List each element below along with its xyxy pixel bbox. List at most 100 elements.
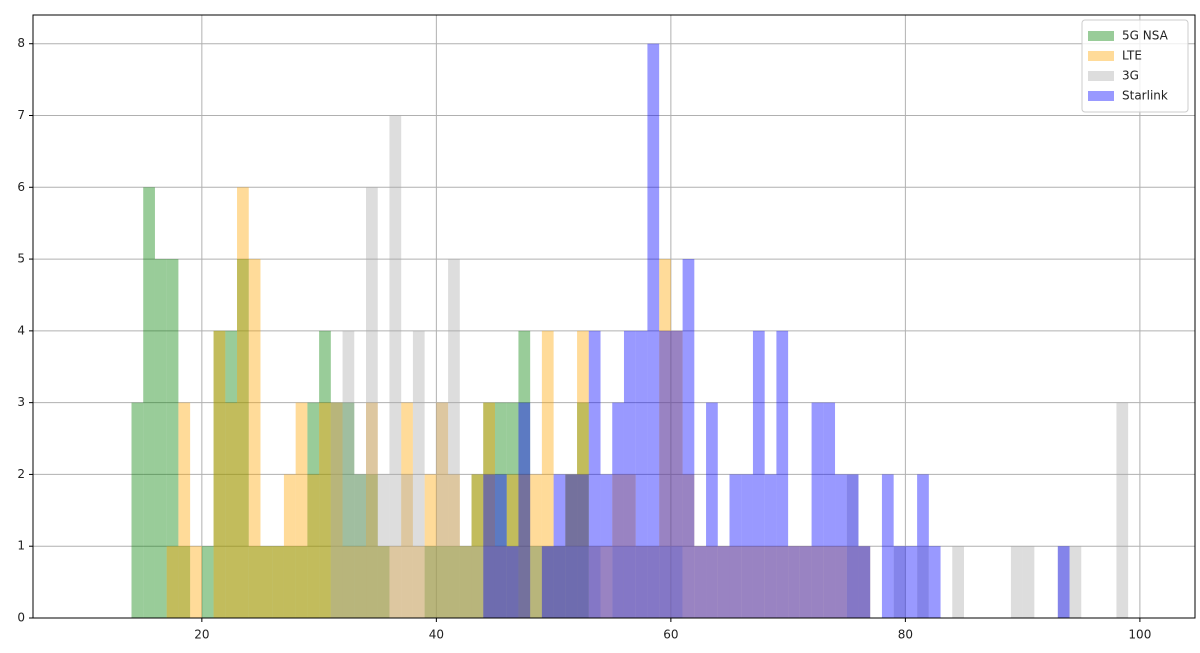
bar <box>471 546 484 618</box>
bar <box>553 474 566 618</box>
bar <box>166 546 179 618</box>
bar <box>448 259 460 618</box>
bar <box>307 474 320 618</box>
bar <box>401 402 413 618</box>
bar <box>436 402 449 618</box>
bar <box>342 330 355 618</box>
bar <box>506 546 519 618</box>
bar <box>553 546 566 618</box>
bar <box>670 330 683 618</box>
y-tick-label: 4 <box>17 323 25 337</box>
bar <box>295 402 308 618</box>
bar <box>518 474 531 618</box>
bar <box>483 402 495 618</box>
bar <box>741 474 753 618</box>
bar <box>893 546 906 618</box>
bar <box>377 546 390 618</box>
bar <box>272 546 284 618</box>
bar <box>928 546 941 618</box>
y-tick-label: 6 <box>17 180 25 194</box>
bar <box>694 546 707 618</box>
bar <box>917 474 929 618</box>
bar <box>319 330 331 618</box>
bar <box>283 546 296 618</box>
bar <box>530 546 542 618</box>
bar <box>213 330 226 618</box>
legend-label: 5G NSA <box>1122 29 1169 43</box>
bar <box>459 546 472 618</box>
bar <box>905 546 918 618</box>
bar <box>659 330 671 618</box>
bar <box>342 402 355 618</box>
legend-swatch <box>1088 91 1114 101</box>
bar <box>659 259 671 618</box>
bar <box>354 474 367 618</box>
bar <box>366 187 378 619</box>
bar <box>811 546 824 618</box>
bar <box>307 402 320 618</box>
bar <box>213 330 226 618</box>
legend-swatch <box>1088 31 1114 41</box>
bar <box>143 187 155 619</box>
bar <box>190 546 202 618</box>
bar <box>623 330 636 618</box>
legend: 5G NSA LTE 3G Starlink <box>1081 19 1189 113</box>
bar <box>1022 546 1035 618</box>
bar <box>694 546 707 618</box>
y-tick-label: 5 <box>17 252 25 266</box>
bar <box>647 546 660 618</box>
bar <box>131 402 144 618</box>
bar <box>647 546 660 618</box>
bar <box>319 402 331 618</box>
bar <box>835 474 847 618</box>
bar <box>764 546 777 618</box>
legend-swatch <box>1088 51 1114 61</box>
bar <box>1057 546 1070 618</box>
bar <box>283 474 296 618</box>
bar <box>752 330 765 618</box>
bar <box>799 546 812 618</box>
bar <box>1057 546 1070 618</box>
bar <box>635 546 648 618</box>
bar <box>459 546 472 618</box>
bar <box>553 546 566 618</box>
bar <box>565 474 578 618</box>
bar <box>1069 546 1082 618</box>
bar <box>436 402 449 618</box>
bar <box>494 546 507 618</box>
bar <box>553 546 566 618</box>
bar <box>788 546 800 618</box>
legend-label: LTE <box>1122 49 1142 63</box>
bar <box>612 402 624 618</box>
bar <box>494 474 507 618</box>
bar <box>448 474 460 618</box>
bar <box>366 474 378 618</box>
bar <box>659 546 671 618</box>
bar <box>412 330 425 618</box>
bar <box>764 474 777 618</box>
bar <box>799 546 812 618</box>
bar <box>389 115 402 618</box>
bar <box>248 259 261 618</box>
bar <box>471 474 484 618</box>
bar <box>260 546 273 618</box>
bar <box>846 474 859 618</box>
bar <box>225 402 238 618</box>
bar <box>530 546 542 618</box>
bar <box>776 546 789 618</box>
bar <box>541 330 554 618</box>
bar <box>717 546 730 618</box>
bar <box>178 402 191 618</box>
bar <box>530 474 542 618</box>
bar <box>401 474 413 618</box>
bar <box>717 546 730 618</box>
bar <box>788 546 800 618</box>
bar <box>682 259 695 618</box>
bar <box>752 546 765 618</box>
plot-frame <box>32 14 1196 619</box>
bar <box>424 546 437 618</box>
y-tick-label: 7 <box>17 108 25 122</box>
bar <box>342 546 355 618</box>
bar <box>729 546 742 618</box>
